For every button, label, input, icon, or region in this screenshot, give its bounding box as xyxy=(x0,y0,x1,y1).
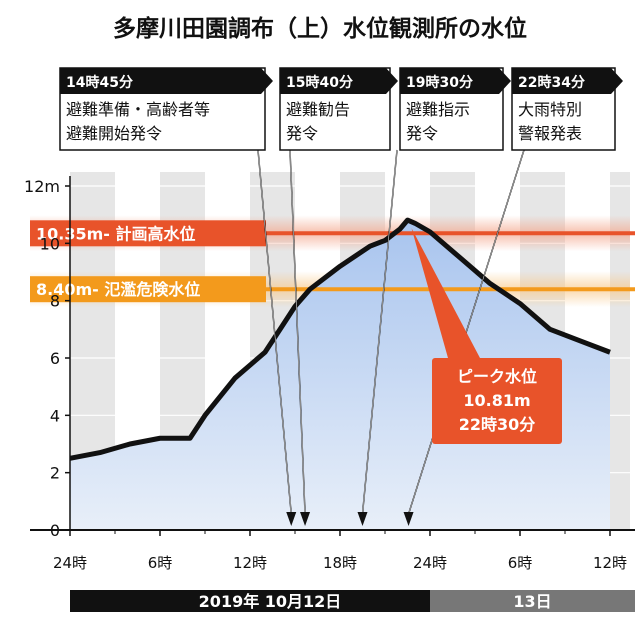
date-band-label: 2019年 10月12日 xyxy=(199,592,342,611)
x-tick-label: 18時 xyxy=(323,554,357,572)
x-tick-label: 6時 xyxy=(148,554,173,572)
water-level-line xyxy=(69,217,611,461)
event-time-tab xyxy=(60,68,273,94)
event-time: 15時40分 xyxy=(286,74,353,91)
y-tick-label: 8 xyxy=(50,292,60,311)
y-tick-label: 0 xyxy=(50,521,60,540)
x-tick-label: 12時 xyxy=(233,554,267,572)
event-time: 19時30分 xyxy=(406,74,473,91)
x-tick-label: 6時 xyxy=(508,554,533,572)
water-level-area xyxy=(70,220,610,530)
y-tick-label: 6 xyxy=(50,349,60,368)
event-time-tab xyxy=(280,68,398,94)
chart-title: 多摩川田園調布（上）水位観測所の水位 xyxy=(113,15,527,42)
event-arrow-head xyxy=(300,512,311,526)
y-tick-label: 10 xyxy=(40,234,60,253)
event-description: 発令 xyxy=(406,124,438,143)
event-arrow-highlight xyxy=(289,149,306,515)
event-time-tab xyxy=(512,68,623,94)
event-description: 大雨特別 xyxy=(518,100,582,119)
event-arrow-head xyxy=(403,512,414,526)
event-description: 避難開始発令 xyxy=(66,124,162,143)
y-tick-label: 2 xyxy=(50,464,60,483)
date-band xyxy=(430,590,635,612)
x-tick-label: 24時 xyxy=(413,554,447,572)
date-band xyxy=(70,590,430,612)
flood-danger-label: 8.40m- 氾濫危険水位 xyxy=(36,280,200,299)
event-time: 14時45分 xyxy=(66,74,133,91)
y-tick-label: 4 xyxy=(50,406,60,425)
event-arrow-head xyxy=(286,512,297,526)
peak-time: 22時30分 xyxy=(459,415,536,434)
date-band-label: 13日 xyxy=(513,592,551,611)
event-description: 避難指示 xyxy=(406,100,470,119)
event-arrow-head xyxy=(357,512,368,526)
peak-box xyxy=(432,358,562,444)
event-description: 発令 xyxy=(286,124,318,143)
event-time-tab xyxy=(400,68,511,94)
peak-value: 10.81m xyxy=(463,391,530,410)
planned-high-water-label: 10.35m- 計画高水位 xyxy=(36,224,196,243)
y-tick-label: 12m xyxy=(24,177,60,196)
event-time: 22時34分 xyxy=(518,74,585,91)
x-tick-label: 12時 xyxy=(593,554,627,572)
event-description: 警報発表 xyxy=(518,124,582,143)
event-arrow-highlight xyxy=(257,149,292,515)
x-tick-label: 24時 xyxy=(53,554,87,572)
peak-title: ピーク水位 xyxy=(457,367,537,386)
event-description: 避難準備・高齢者等 xyxy=(66,100,210,119)
event-description: 避難勧告 xyxy=(286,100,350,119)
time-band-shade xyxy=(610,172,630,530)
event-arrow-highlight xyxy=(362,149,398,515)
peak-pointer xyxy=(411,228,480,358)
